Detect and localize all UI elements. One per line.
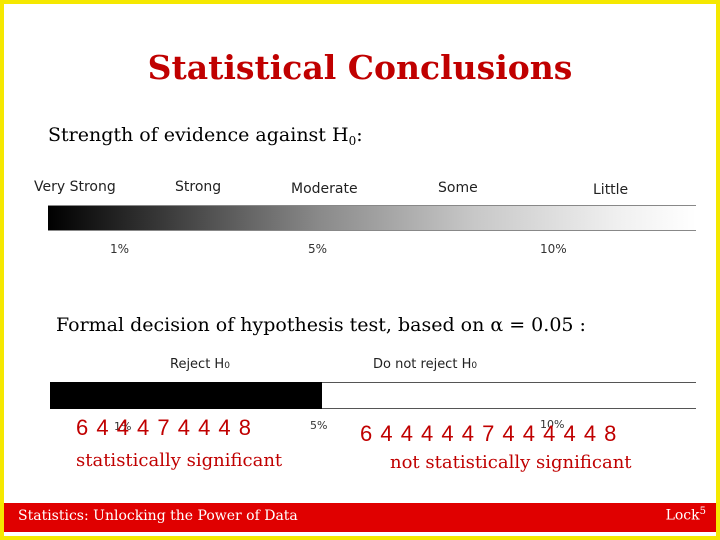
not-reject-label-subscript: 0: [471, 361, 478, 371]
footer-author-text: Lock: [665, 507, 700, 524]
percent-tick-10: 10%: [540, 242, 567, 256]
footer-book-title: Statistics: Unlocking the Power of Data: [18, 508, 298, 524]
decision-tick-1: 1%: [114, 420, 132, 433]
scale-label-some: Some: [438, 180, 478, 196]
scale-label-moderate: Moderate: [291, 181, 358, 197]
strength-heading-subscript: 0: [348, 134, 357, 148]
reject-region-bar: [50, 382, 322, 409]
decision-tick-10: 10%: [540, 418, 565, 431]
not-reject-region-bar: [322, 382, 696, 409]
percent-tick-1: 1%: [110, 242, 130, 256]
strength-heading-colon: :: [356, 124, 363, 146]
decision-tick-5: 5%: [310, 419, 328, 432]
right-brace-glyphs: 6 4 4 4 4 4 7 4 4 4 4 4 8: [360, 421, 618, 446]
scale-label-strong: Strong: [175, 179, 222, 195]
not-statistically-significant-label: not statistically significant: [390, 452, 632, 473]
not-reject-label: Do not reject H0: [373, 357, 477, 372]
strength-heading-text: Strength of evidence against H: [48, 124, 349, 146]
scale-label-little: Little: [593, 182, 629, 198]
left-brace-glyphs: 6 4 4 4 7 4 4 4 8: [76, 415, 253, 440]
reject-label-text: Reject H: [170, 357, 225, 372]
footer-author: Lock5: [666, 506, 706, 524]
percent-tick-5: 5%: [308, 242, 328, 256]
evidence-gradient-bar: [48, 205, 696, 231]
reject-label: Reject H0: [170, 357, 230, 372]
slide-title: Statistical Conclusions: [147, 48, 573, 87]
footer-bar: Statistics: Unlocking the Power of Data …: [4, 503, 716, 532]
not-reject-label-text: Do not reject H: [373, 357, 472, 372]
reject-label-subscript: 0: [224, 361, 230, 371]
scale-label-very-strong: Very Strong: [34, 179, 116, 195]
statistically-significant-label: statistically significant: [76, 450, 283, 471]
strength-heading: Strength of evidence against H0:: [48, 124, 363, 148]
decision-heading: Formal decision of hypothesis test, base…: [56, 314, 586, 336]
footer-author-superscript: 5: [699, 506, 706, 517]
